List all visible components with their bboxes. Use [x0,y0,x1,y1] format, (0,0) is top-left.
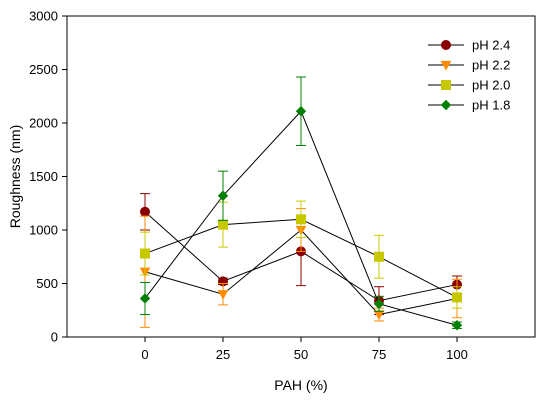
legend-label: pH 2.4 [472,38,510,53]
plot-frame [66,15,536,338]
y-tick-label: 2500 [29,62,58,77]
y-tick-label: 2000 [29,116,58,131]
data-point [139,293,151,304]
plot-area [66,15,536,338]
legend-entry: pH 1.8 [428,98,510,113]
x-tick-label: 25 [216,347,230,362]
x-axis: 0 25 50 75 100 [141,337,468,362]
data-point [295,106,307,117]
legend-label: pH 2.2 [472,58,510,73]
y-axis: 0 500 1000 1500 2000 2500 3000 [29,9,67,345]
y-axis-title: Roughness (nm) [7,125,23,229]
data-point [140,206,150,217]
data-point [296,214,306,225]
data-point [374,251,384,262]
legend-marker [440,99,452,111]
y-tick-label: 1500 [29,169,58,184]
data-point [218,219,228,230]
legend-marker [440,60,452,71]
x-axis-title: PAH (%) [274,377,327,393]
series-ph-1-8 [139,76,463,331]
legend-entry: pH 2.4 [428,38,510,53]
y-tick-label: 0 [51,330,58,345]
legend-entry: pH 2.0 [428,78,510,93]
x-tick-label: 0 [141,347,148,362]
series-layer [139,76,463,331]
x-tick-label: 75 [372,347,386,362]
x-tick-label: 50 [294,347,308,362]
y-tick-label: 1000 [29,223,58,238]
x-tick-label: 100 [446,347,468,362]
data-point [217,290,229,300]
data-point [452,292,462,303]
data-point [217,190,229,201]
legend-marker [441,40,451,50]
legend-label: pH 2.0 [472,78,510,93]
data-point [451,320,463,331]
data-point [373,298,385,310]
y-tick-label: 3000 [29,9,58,24]
legend: pH 2.4 pH 2.2 pH 2.0 pH 1.8 [428,38,510,113]
data-point [140,248,150,259]
legend-label: pH 1.8 [472,98,510,113]
legend-entry: pH 2.2 [428,58,510,73]
legend-marker [441,80,451,90]
y-tick-label: 500 [36,276,58,291]
